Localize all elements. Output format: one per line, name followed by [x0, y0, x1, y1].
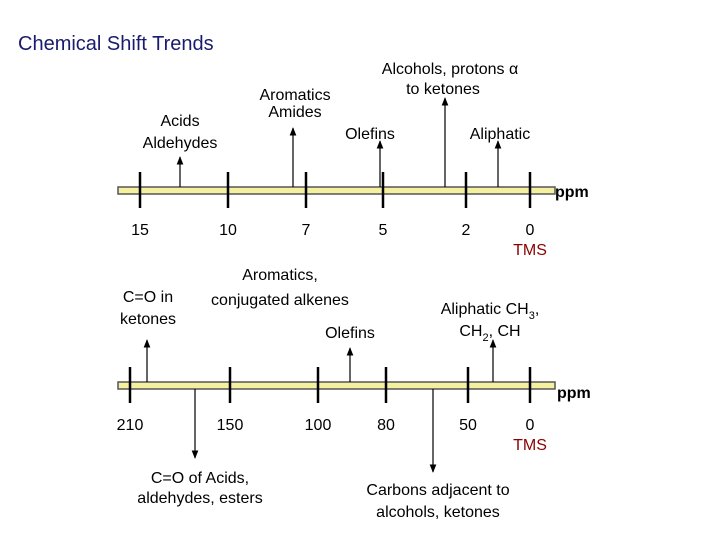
title: Chemical Shift Trends [18, 33, 214, 55]
label: Carbons adjacent to [366, 482, 509, 499]
scale-1: Acids Aldehydes Aromatics Amides Olefins… [117, 61, 589, 259]
tick-label: 100 [305, 417, 332, 434]
tms-label: TMS [513, 437, 547, 454]
label: Aromatics, [242, 267, 318, 284]
label: conjugated alkenes [211, 292, 349, 309]
label: Olefins [325, 325, 375, 342]
tms-label: TMS [513, 242, 547, 259]
tick-label: 2 [462, 222, 471, 239]
label: Alcohols, protons α [382, 61, 518, 78]
tick-label: 0 [526, 222, 535, 239]
label: Aldehydes [143, 135, 218, 152]
label: to ketones [406, 81, 480, 98]
label: Amides [268, 104, 321, 121]
label: Aliphatic CH3, [441, 301, 540, 322]
label: Acids [160, 113, 199, 130]
tick-label: 10 [219, 222, 237, 239]
scale-bar [117, 186, 556, 195]
tick-label: 15 [131, 222, 149, 239]
label: C=O of Acids, [151, 470, 249, 487]
tick-label: 7 [302, 222, 311, 239]
label: Aromatics [259, 87, 330, 104]
label: alcohols, ketones [376, 504, 500, 521]
unit: ppm [557, 385, 591, 402]
label: Aliphatic [470, 126, 530, 143]
tick-label: 0 [526, 417, 535, 434]
tick-label: 80 [377, 417, 395, 434]
label: CH2, CH [459, 323, 520, 344]
unit: ppm [555, 184, 589, 201]
tick-label: 210 [117, 417, 144, 434]
label: ketones [120, 311, 176, 328]
tick-label: 5 [379, 222, 388, 239]
label: Olefins [345, 126, 395, 143]
scale-bar [117, 381, 556, 390]
tick-label: 150 [217, 417, 244, 434]
label: C=O in [123, 289, 173, 306]
tick-label: 50 [459, 417, 477, 434]
label: aldehydes, esters [137, 490, 262, 507]
scale-2: C=O in ketones Aromatics, conjugated alk… [117, 267, 591, 521]
